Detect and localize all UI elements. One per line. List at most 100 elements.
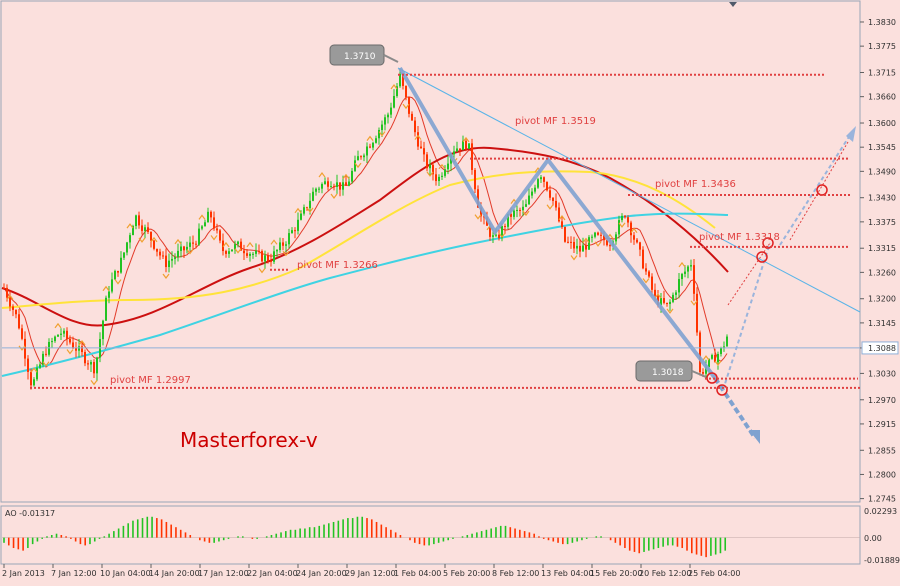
time-tick-label: 2 Jan 2013 [2,569,45,578]
candle-body [351,170,353,182]
candle-body [246,253,248,256]
candle-body [6,287,8,298]
fractal-arrow-icon [654,293,662,299]
fractal-arrow-icon [522,210,530,217]
fractal-arrow-icon [210,235,218,241]
candle-body [537,179,539,188]
candle-body [495,234,497,236]
candle-body [261,251,263,262]
candle-body [543,177,545,182]
fractal-arrow-icon [234,248,242,254]
time-tick-label: 10 Jan 04:00 [100,569,151,578]
fractal-arrow-icon [342,173,350,180]
candle-body [108,291,110,298]
pivot-label-5: pivot MF 1.2997 [110,375,191,386]
candle-body [327,181,329,187]
candle-body [258,250,260,252]
fractal-arrow-icon [438,163,446,170]
trendline-resistance [397,67,861,313]
candle-body [501,226,503,239]
candle-body [153,240,155,249]
candle-body [147,227,149,232]
candle-body [684,271,686,274]
candle-body [693,265,695,294]
candle-body [465,140,467,149]
time-tick-label: 25 Feb 04:00 [688,569,740,578]
ao-indicator-label: AO -0.01317 [5,509,55,518]
fractal-arrow-icon [54,322,62,329]
candle-body [150,231,152,241]
candle-body [120,257,122,273]
shift-marker-icon[interactable] [729,2,737,7]
candle-body [585,245,587,250]
fractal-arrow-icon [18,345,26,351]
candle-body [342,182,344,190]
fractal-arrow-icon [546,204,554,210]
candle-body [264,255,266,262]
candle-body [525,204,527,207]
candle-body [222,240,224,252]
fractal-arrow-icon [714,360,722,366]
candle-body [213,217,215,229]
fractal-arrow-icon [306,207,314,213]
time-tick-label: 1 Feb 04:00 [394,569,441,578]
price-tick-label: 1.3715 [868,69,896,78]
fractal-markers [6,83,722,386]
candle-body [336,182,338,187]
candle-body [105,297,107,321]
time-tick-label: 8 Feb 12:00 [492,569,539,578]
candle-body [492,235,494,237]
candle-body [369,146,371,148]
ma-slow-line [1,170,716,309]
price-tick-label: 1.3030 [868,369,896,378]
candle-body [678,279,680,293]
time-tick-label: 5 Feb 20:00 [443,569,490,578]
candle-body [165,255,167,268]
candle-body [375,138,377,143]
candle-body [477,189,479,208]
fractal-arrow-icon [582,237,590,243]
candle-body [60,333,62,335]
candle-body [18,314,20,329]
candle-body [135,215,137,227]
candle-body [648,271,650,277]
candle-body [96,357,98,374]
candle-body [555,200,557,208]
candle-body [681,273,683,280]
candle-body [636,239,638,243]
candle-body [402,73,404,86]
candle-body [36,367,38,380]
candle-body [192,242,194,244]
candle-body [510,213,512,217]
candle-body [393,95,395,108]
candle-body [480,207,482,217]
candle-body [144,227,146,231]
candle-body [129,235,131,243]
candle-body [249,253,251,256]
candle-body [339,182,341,190]
fractal-arrow-icon [594,241,602,247]
candle-body [570,241,572,243]
candle-body [174,257,176,259]
fractal-arrow-icon [258,268,266,274]
fractal-arrow-icon [6,294,14,300]
candle-body [225,251,227,254]
candle-body [417,132,419,147]
candle-body [498,234,500,239]
fractal-arrow-icon [282,250,290,257]
candle-body [300,213,302,220]
candle-body [627,217,629,223]
current-price-tag [861,341,899,355]
candle-body [285,244,287,246]
candle-body [45,353,47,355]
candle-body [516,209,518,211]
candle-body [606,240,608,246]
candle-body [57,334,59,337]
candle-body [24,338,26,359]
pivot-label-2: pivot MF 1.3436 [655,179,736,190]
candle-body [279,242,281,251]
callout-high-pointer [383,54,399,63]
candle-body [540,177,542,180]
candle-body [240,241,242,251]
price-tick-label: 1.3200 [868,295,896,304]
